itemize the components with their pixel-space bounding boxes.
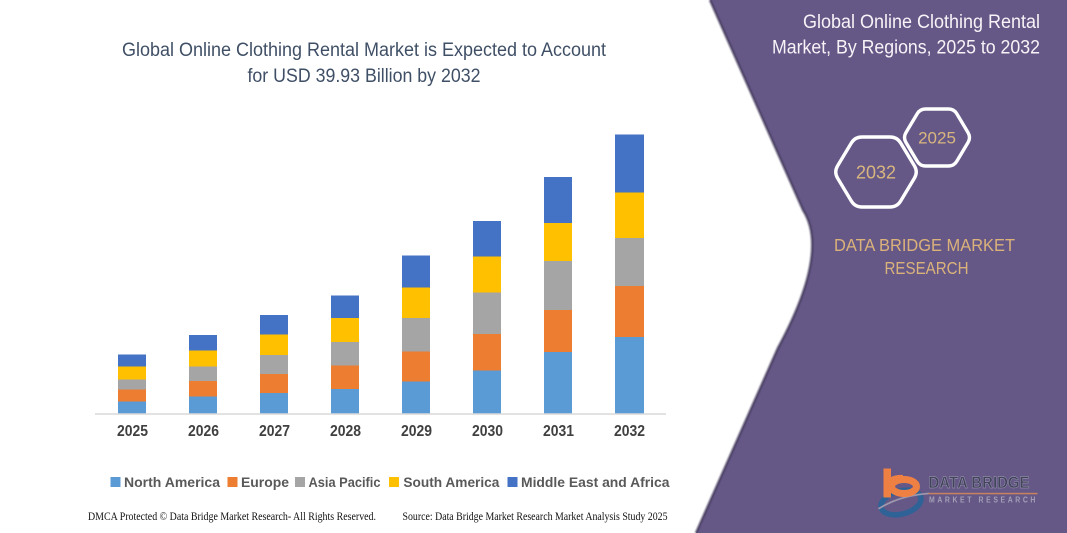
svg-text:North America: North America	[124, 474, 220, 490]
svg-text:2028: 2028	[330, 423, 361, 440]
svg-text:2031: 2031	[543, 423, 574, 440]
svg-text:MARKET RESEARCH: MARKET RESEARCH	[929, 496, 1038, 505]
svg-text:2026: 2026	[188, 423, 219, 440]
svg-text:Global Online Clothing Rental: Global Online Clothing Rental	[803, 12, 1040, 33]
svg-text:Source: Data Bridge Market Res: Source: Data Bridge Market Research Mark…	[403, 509, 668, 523]
svg-text:RESEARCH: RESEARCH	[885, 258, 969, 278]
svg-text:2032: 2032	[614, 423, 645, 440]
svg-text:Europe: Europe	[241, 474, 289, 490]
svg-text:DMCA Protected © Data Bridge M: DMCA Protected © Data Bridge Market Rese…	[88, 509, 376, 523]
svg-text:South America: South America	[403, 474, 499, 490]
svg-text:Middle East and Africa: Middle East and Africa	[521, 474, 670, 490]
svg-text:2029: 2029	[401, 423, 432, 440]
svg-text:Global Online Clothing Rental: Global Online Clothing Rental Market is …	[122, 40, 607, 61]
svg-text:DATA BRIDGE: DATA BRIDGE	[929, 473, 1030, 492]
svg-text:2025: 2025	[918, 129, 956, 148]
svg-text:DATA BRIDGE MARKET: DATA BRIDGE MARKET	[834, 235, 1015, 255]
svg-text:for USD 39.93 Billion by 2032: for USD 39.93 Billion by 2032	[248, 66, 481, 87]
svg-text:2027: 2027	[259, 423, 290, 440]
svg-text:2030: 2030	[472, 423, 503, 440]
svg-text:2032: 2032	[856, 163, 896, 183]
svg-text:2025: 2025	[117, 423, 148, 440]
svg-text:Market, By Regions, 2025 to 20: Market, By Regions, 2025 to 2032	[772, 38, 1040, 59]
svg-text:Asia Pacific: Asia Pacific	[309, 474, 381, 490]
